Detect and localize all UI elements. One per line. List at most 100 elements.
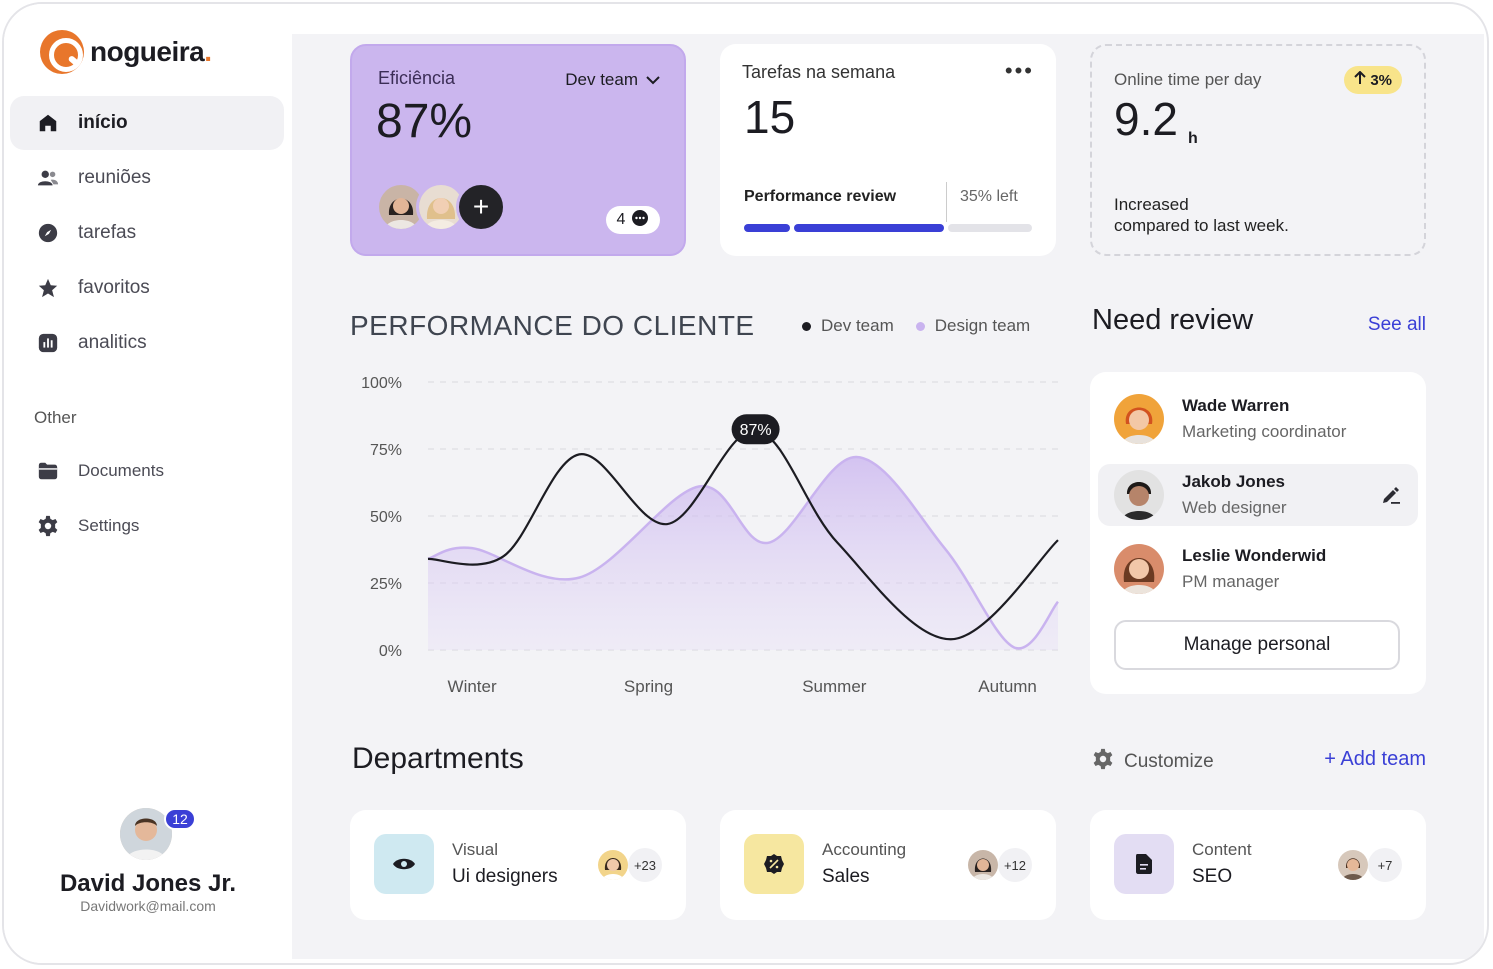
chart-tooltip-label: 87% — [740, 422, 772, 439]
nav-item-label: tarefas — [78, 222, 137, 243]
efficiency-card: Eficiência Dev team 87% + 4 — [350, 44, 686, 256]
legend-label: Dev team — [821, 316, 894, 335]
gear-icon — [1092, 748, 1114, 776]
avatar — [596, 848, 630, 882]
department-card[interactable]: Accounting Sales +12 — [720, 810, 1056, 920]
see-all-link[interactable]: See all — [1367, 314, 1426, 335]
review-person-row[interactable]: Wade Warren Marketing coordinator — [1098, 388, 1418, 450]
nav-item-documents[interactable]: Documents — [10, 444, 284, 498]
avatar — [1114, 544, 1164, 594]
y-tick-label: 25% — [370, 576, 402, 593]
home-icon — [36, 111, 60, 135]
nav-item-reunioes[interactable]: reuniões — [10, 151, 284, 205]
team-dropdown[interactable]: Dev team — [565, 70, 660, 90]
progress-segment-2 — [794, 224, 944, 232]
y-tick-label: 0% — [379, 643, 402, 660]
document-icon — [1114, 834, 1174, 894]
tasks-value: 15 — [744, 91, 796, 143]
x-tick-label: Winter — [448, 677, 497, 696]
nav-item-settings[interactable]: Settings — [10, 499, 284, 553]
legend-item-design[interactable]: Design team — [915, 316, 1031, 336]
review-person-row[interactable]: Leslie Wonderwid PM manager — [1098, 538, 1418, 600]
avatar — [966, 848, 1000, 882]
nav-item-tarefas[interactable]: tarefas — [10, 206, 284, 260]
compass-icon — [36, 221, 60, 245]
member-count: +12 — [998, 848, 1032, 882]
main-content: Eficiência Dev team 87% + 4 — [292, 34, 1484, 959]
person-name: Jakob Jones — [1182, 472, 1285, 491]
legend-item-dev[interactable]: Dev team — [802, 316, 894, 336]
avatar[interactable] — [120, 808, 172, 860]
chart-tooltip — [731, 414, 780, 445]
y-tick-label: 50% — [370, 509, 402, 526]
legend-dot — [802, 321, 811, 331]
team-dropdown-label: Dev team — [565, 70, 638, 89]
chevron-down-icon — [646, 70, 660, 90]
review-person-row[interactable]: Jakob Jones Web designer — [1098, 464, 1418, 526]
y-tick-label: 100% — [361, 375, 402, 392]
chart-title: PERFORMANCE DO CLIENTE — [350, 310, 755, 341]
users-icon — [36, 166, 60, 190]
design-team-line — [427, 455, 1059, 650]
x-tick-label: Summer — [802, 677, 867, 696]
nav-item-label: Documents — [78, 461, 164, 480]
person-role: Marketing coordinator — [1182, 422, 1347, 441]
online-time-note: Increased compared to last week. — [1114, 194, 1354, 236]
person-role: PM manager — [1182, 572, 1280, 591]
note-line: Increased — [1114, 195, 1189, 214]
dev-team-line — [427, 429, 1059, 641]
progress-segment-1 — [744, 224, 790, 232]
department-name: Sales — [822, 866, 870, 887]
need-review-card: Wade Warren Marketing coordinator Jakob … — [1090, 372, 1426, 694]
add-team-link[interactable]: + Add team — [1324, 748, 1426, 770]
department-name: Ui designers — [452, 866, 558, 887]
nav-item-inicio[interactable]: início — [10, 96, 284, 150]
person-name: Wade Warren — [1182, 396, 1290, 415]
department-card[interactable]: Content SEO +7 — [1090, 810, 1426, 920]
online-time-value: 9.2 — [1114, 93, 1178, 145]
nav-item-analitics[interactable]: analitics — [10, 316, 284, 370]
chart-icon — [36, 331, 60, 355]
notification-badge[interactable]: 12 — [164, 808, 196, 830]
brand-name: nogueira — [90, 36, 205, 67]
legend-dot — [915, 321, 925, 331]
department-category: Visual — [452, 840, 498, 859]
customize-label: Customize — [1124, 751, 1214, 772]
y-tick-label: 75% — [370, 442, 402, 459]
avatar[interactable] — [376, 182, 426, 232]
efficiency-label: Eficiência — [378, 68, 456, 88]
avatar — [1336, 848, 1370, 882]
more-options-button[interactable]: ••• — [1004, 58, 1034, 83]
nav-item-label: analitics — [78, 332, 147, 353]
manage-personal-button[interactable]: Manage personal — [1114, 620, 1400, 670]
sidebar: nogueira. início reuniões tarefas — [4, 4, 292, 963]
customize-button[interactable]: Customize — [1092, 748, 1214, 776]
add-member-button[interactable]: + — [456, 182, 506, 232]
performance-review-label: Performance review — [744, 188, 897, 205]
tasks-label: Tarefas na semana — [742, 62, 896, 82]
nav-item-label: Settings — [78, 516, 140, 535]
performance-chart: 100% 75% 50% 25% 0% Winter Spring Summer Autumn 8… — [361, 375, 1059, 696]
nav-item-label: reuniões — [78, 167, 151, 188]
brand-logo[interactable]: nogueira. — [40, 30, 212, 74]
edit-icon[interactable] — [1380, 484, 1402, 511]
need-review-title: Need review — [1092, 304, 1254, 336]
progress-remaining — [948, 224, 1032, 232]
member-count: +7 — [1368, 848, 1402, 882]
department-card[interactable]: Visual Ui designers +23 — [350, 810, 686, 920]
department-name: SEO — [1192, 866, 1233, 887]
member-count: +23 — [628, 848, 662, 882]
nav-item-label: início — [78, 112, 128, 133]
profile-email: Davidwork@mail.com — [80, 898, 216, 914]
trend-badge: 3% — [1344, 66, 1402, 94]
comments-button[interactable]: 4 — [606, 206, 660, 234]
avatar — [1114, 394, 1164, 444]
design-team-area — [428, 457, 1058, 650]
legend-label: Design team — [934, 316, 1031, 335]
online-time-unit: h — [1188, 130, 1198, 147]
eye-icon — [374, 834, 434, 894]
nav-item-favoritos[interactable]: favoritos — [10, 261, 284, 315]
trend-value: 3% — [1370, 71, 1392, 89]
avatar[interactable] — [416, 182, 466, 232]
